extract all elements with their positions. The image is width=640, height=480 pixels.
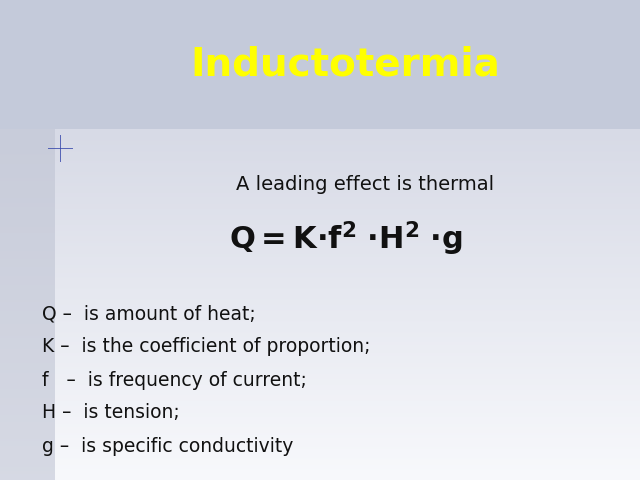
Text: Q –  is amount of heat;: Q – is amount of heat; bbox=[42, 304, 255, 324]
Text: g –  is specific conductivity: g – is specific conductivity bbox=[42, 436, 293, 456]
Text: H –  is tension;: H – is tension; bbox=[42, 404, 179, 422]
Text: f   –  is frequency of current;: f – is frequency of current; bbox=[42, 371, 307, 389]
Text: Inductotermia: Inductotermia bbox=[191, 46, 500, 84]
Text: K –  is the coefficient of proportion;: K – is the coefficient of proportion; bbox=[42, 337, 370, 357]
Text: $\mathbf{Q = K{\cdot}f^2\ {\cdot}H^2\ {\cdot}g}$: $\mathbf{Q = K{\cdot}f^2\ {\cdot}H^2\ {\… bbox=[228, 220, 463, 258]
Text: A leading effect is thermal: A leading effect is thermal bbox=[236, 175, 494, 193]
